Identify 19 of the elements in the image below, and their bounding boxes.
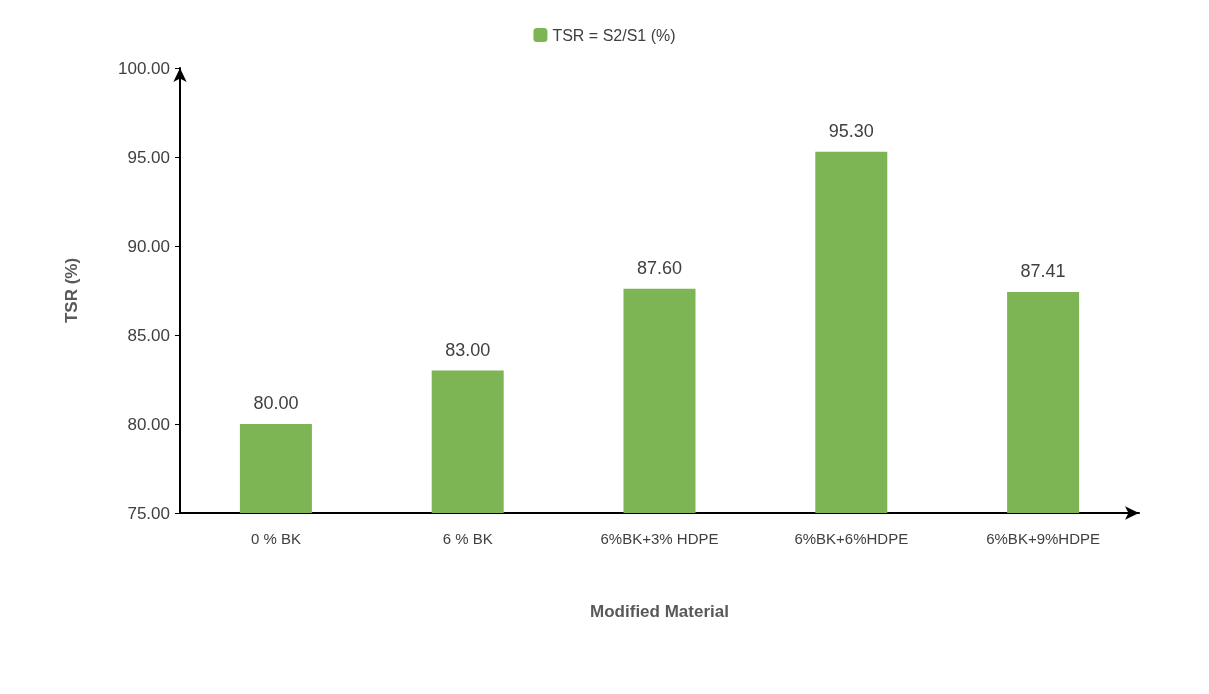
data-label: 95.30 bbox=[828, 120, 874, 141]
x-tick-label: 6%BK+3% HDPE bbox=[600, 530, 719, 547]
x-tick-label: 6%BK+6%HDPE bbox=[794, 530, 909, 547]
x-axis-title: Modified Material bbox=[590, 602, 729, 621]
data-label: 87.41 bbox=[1020, 261, 1066, 282]
y-tick-label: 80.00 bbox=[127, 414, 170, 434]
x-tick-label: 0 % BK bbox=[250, 530, 301, 547]
x-tick-label: 6 % BK bbox=[442, 530, 493, 547]
data-label: 80.00 bbox=[253, 393, 299, 413]
y-tick-label: 95.00 bbox=[127, 147, 170, 167]
y-tick-label: 100.00 bbox=[118, 58, 170, 78]
y-tick-label: 85.00 bbox=[127, 325, 170, 345]
y-axis-title: TSR (%) bbox=[62, 257, 81, 324]
x-tick-label: 6%BK+9%HDPE bbox=[986, 530, 1101, 547]
y-tick-label: 75.00 bbox=[127, 503, 170, 523]
data-label: 87.60 bbox=[636, 257, 683, 278]
legend-label: TSR = S2/S1 (%) bbox=[552, 26, 676, 44]
y-tick-label: 90.00 bbox=[127, 236, 170, 256]
data-label: 83.00 bbox=[445, 339, 491, 360]
